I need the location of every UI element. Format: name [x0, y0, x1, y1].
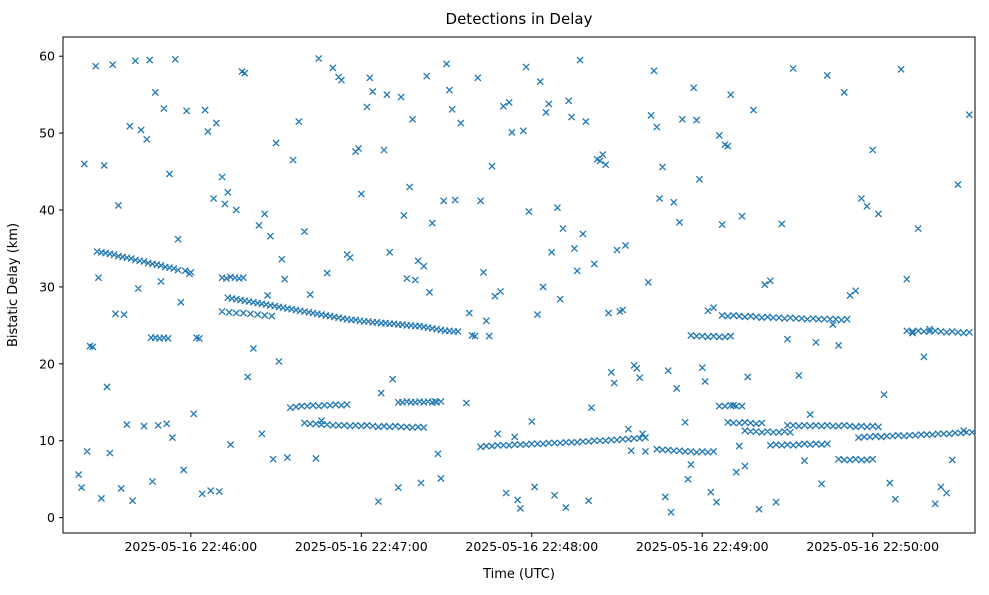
- y-tick-label: 30: [39, 279, 55, 294]
- y-tick-label: 50: [39, 126, 55, 141]
- y-tick-label: 60: [39, 49, 55, 64]
- y-axis-label: Bistatic Delay (km): [6, 223, 21, 347]
- x-axis-label: Time (UTC): [482, 567, 555, 582]
- y-tick-label: 0: [47, 510, 55, 525]
- y-tick-label: 40: [39, 203, 55, 218]
- detection-markers: [75, 54, 976, 516]
- x-tick-label: 2025-05-16 22:49:00: [636, 539, 769, 554]
- y-tick-label: 10: [39, 433, 55, 448]
- x-tick-label: 2025-05-16 22:48:00: [465, 539, 598, 554]
- axes-frame: [62, 36, 976, 534]
- x-tick-label: 2025-05-16 22:47:00: [295, 539, 428, 554]
- x-tick-label: 2025-05-16 22:46:00: [124, 539, 257, 554]
- plot-area: 2025-05-16 22:46:00 2025-05-16 22:47:00 20…: [39, 36, 976, 554]
- chart-title: Detections in Delay: [446, 10, 593, 28]
- y-tick-label: 20: [39, 356, 55, 371]
- x-tick-label: 2025-05-16 22:50:00: [806, 539, 939, 554]
